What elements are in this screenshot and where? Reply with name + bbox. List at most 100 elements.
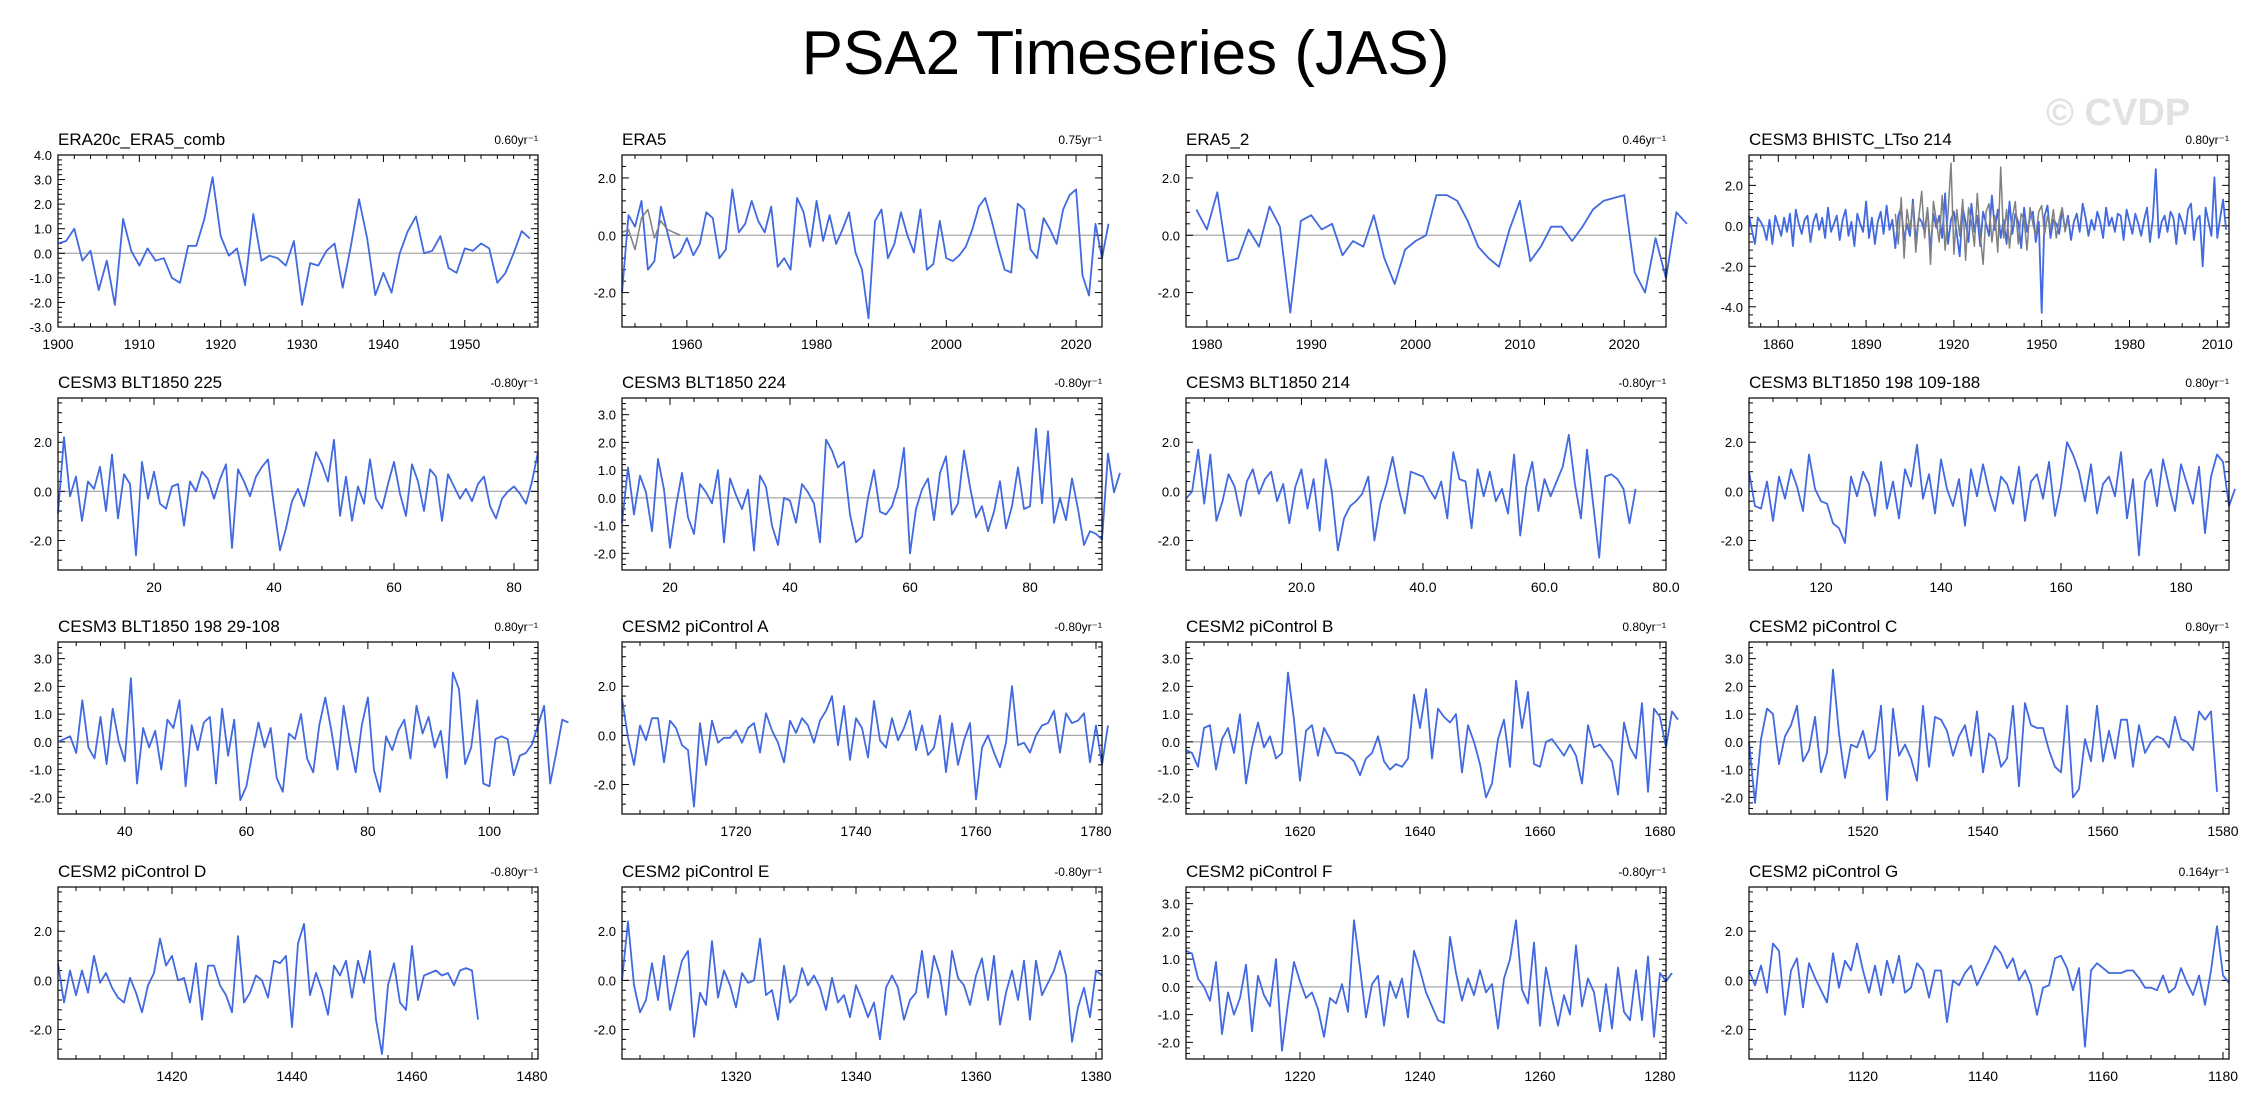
panel-5: CESM3 BLT1850 225 -0.80yr⁻¹ -2.0 0.0 2.0 20 40… [30, 373, 539, 595]
x-tick-label: 1380 [1080, 1068, 1111, 1084]
y-tick-label: -2.0 [1158, 286, 1180, 301]
x-tick-label: 120 [1809, 579, 1833, 595]
y-tick-label: -2.0 [30, 534, 52, 549]
series-line [621, 920, 1103, 1043]
y-tick-label: 0.0 [1162, 980, 1180, 995]
y-tick-label: 4.0 [34, 148, 52, 163]
x-tick-label: 80 [1022, 579, 1038, 595]
x-tick-label: 1280 [1644, 1068, 1675, 1084]
x-tick-label: 1120 [1848, 1068, 1878, 1084]
y-tick-label: 2.0 [1162, 679, 1180, 694]
x-tick-label: 1980 [2114, 336, 2145, 352]
series-line [57, 176, 531, 306]
panel-frame [57, 154, 539, 328]
x-tick-label: 1180 [2208, 1068, 2238, 1084]
panel-title: ERA5_2 [1186, 130, 1249, 149]
panel-7: CESM3 BLT1850 214 -0.80yr⁻¹ -2.0 0.0 2.0 20.0… [1158, 373, 1680, 595]
y-tick-label: 0.0 [1725, 484, 1743, 499]
y-tick-label: 2.0 [1725, 679, 1743, 694]
y-tick-label: 2.0 [1725, 435, 1743, 450]
x-tick-label: 1780 [1080, 823, 1111, 839]
trend-label: -0.80yr⁻¹ [1618, 865, 1666, 879]
trend-label: 0.46yr⁻¹ [1622, 133, 1666, 147]
panel-title: CESM3 BLT1850 198 109-188 [1749, 373, 1980, 392]
y-tick-label: 2.0 [1725, 924, 1743, 939]
panel-15: CESM2 piControl F -0.80yr⁻¹ -2.0 -1.0 0.0 1.0… [1158, 862, 1676, 1084]
y-tick-label: -2.0 [1721, 790, 1743, 805]
y-tick-label: 2.0 [1162, 171, 1180, 186]
y-tick-label: 3.0 [1162, 897, 1180, 912]
x-tick-label: 1920 [1938, 336, 1969, 352]
panel-title: CESM2 piControl E [622, 862, 769, 881]
y-tick-label: 2.0 [1162, 924, 1180, 939]
x-tick-label: 1160 [2088, 1068, 2118, 1084]
x-tick-label: 2020 [1060, 336, 1091, 352]
panel-2: ERA5 0.75yr⁻¹ -2.0 0.0 2.0 1960 1980 2000 2020 [594, 130, 1110, 352]
panel-3: ERA5_2 0.46yr⁻¹ -2.0 0.0 2.0 1980 1990 2000 2010… [1158, 130, 1688, 352]
panel-8: CESM3 BLT1850 198 109-188 0.80yr⁻¹ -2.0 0.0… [1721, 373, 2236, 595]
x-tick-label: 2010 [2202, 336, 2233, 352]
trend-label: -0.80yr⁻¹ [490, 865, 538, 879]
trend-label: -0.80yr⁻¹ [1618, 376, 1666, 390]
y-tick-label: 0.0 [34, 735, 52, 750]
x-tick-label: 1960 [671, 336, 702, 352]
x-tick-label: 1900 [42, 336, 73, 352]
x-tick-label: 1540 [1967, 823, 1998, 839]
x-tick-label: 2000 [931, 336, 962, 352]
x-tick-label: 1930 [286, 336, 317, 352]
y-tick-label: 2.0 [34, 679, 52, 694]
panel-frame [57, 886, 539, 1060]
x-tick-label: 80 [360, 823, 376, 839]
series-line [1185, 671, 1679, 799]
y-tick-label: 3.0 [1162, 652, 1180, 667]
panel-frame [621, 397, 1103, 571]
x-tick-label: 1950 [2026, 336, 2057, 352]
y-tick-label: -4.0 [1721, 300, 1743, 315]
y-tick-label: 0.0 [34, 484, 52, 499]
x-tick-label: 60 [386, 579, 402, 595]
x-tick-label: 1520 [1847, 823, 1878, 839]
y-tick-label: 0.0 [1162, 735, 1180, 750]
trend-label: 0.164yr⁻¹ [2179, 865, 2229, 879]
y-tick-label: 3.0 [34, 652, 52, 667]
x-tick-label: 1620 [1284, 823, 1315, 839]
y-tick-label: 1.0 [34, 707, 52, 722]
x-tick-label: 2010 [1504, 336, 1535, 352]
y-tick-label: 0.0 [34, 973, 52, 988]
trend-label: 0.80yr⁻¹ [1622, 620, 1666, 634]
x-tick-label: 140 [1929, 579, 1953, 595]
x-tick-label: 1910 [124, 336, 155, 352]
main-title: PSA2 Timeseries (JAS) [801, 19, 1450, 88]
panel-frame [57, 397, 539, 571]
y-tick-label: 2.0 [598, 679, 616, 694]
y-tick-label: 0.0 [598, 973, 616, 988]
y-tick-label: -1.0 [1158, 763, 1180, 778]
panel-title: CESM2 piControl G [1749, 862, 1898, 881]
trend-label: 0.80yr⁻¹ [2185, 376, 2229, 390]
panel-title: CESM3 BLT1850 214 [1186, 373, 1350, 392]
panel-title: CESM3 BLT1850 198 29-108 [58, 617, 280, 636]
y-tick-label: -2.0 [1158, 790, 1180, 805]
x-tick-label: 1240 [1404, 1068, 1435, 1084]
series-line [1185, 433, 1637, 559]
x-tick-label: 20.0 [1288, 579, 1315, 595]
y-tick-label: -2.0 [30, 295, 52, 310]
trend-label: 0.80yr⁻¹ [2185, 133, 2229, 147]
trend-label: -0.80yr⁻¹ [490, 376, 538, 390]
panel-13: CESM2 piControl D -0.80yr⁻¹ -2.0 0.0 2.0 1420… [30, 862, 548, 1084]
y-tick-label: 2.0 [1162, 435, 1180, 450]
x-tick-label: 1360 [960, 1068, 991, 1084]
y-tick-label: -2.0 [1721, 1023, 1743, 1038]
y-tick-label: 0.0 [1162, 484, 1180, 499]
x-tick-label: 1340 [840, 1068, 871, 1084]
x-tick-label: 2000 [1400, 336, 1431, 352]
overlay-series-line [621, 208, 681, 251]
panel-title: ERA20c_ERA5_comb [58, 130, 225, 149]
series-line [1748, 668, 2218, 804]
panel-title: CESM2 piControl F [1186, 862, 1332, 881]
x-tick-label: 60.0 [1531, 579, 1558, 595]
series-line [1185, 919, 1673, 1052]
series-line [1195, 191, 1688, 314]
x-tick-label: 1640 [1404, 823, 1435, 839]
